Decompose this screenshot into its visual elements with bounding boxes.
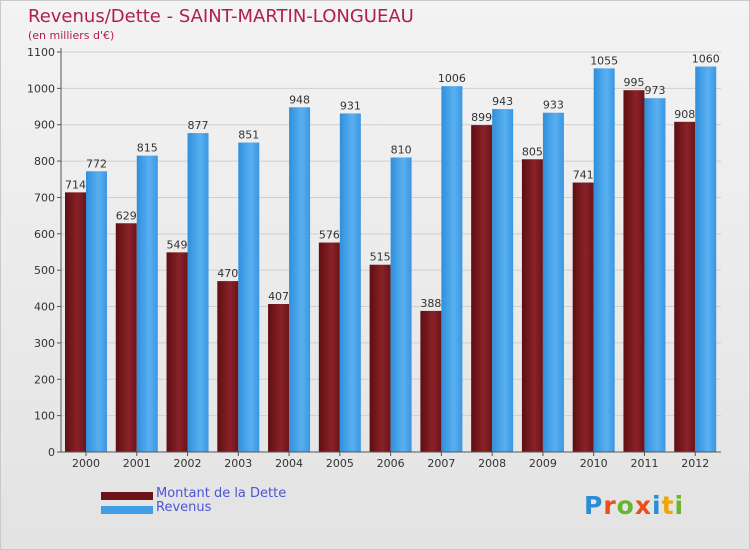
revenus-value-label: 943 xyxy=(492,95,513,108)
debt-value-label: 576 xyxy=(319,229,340,242)
logo-letter: x xyxy=(634,491,652,520)
chart-title: Revenus/Dette - SAINT-MARTIN-LONGUEAU xyxy=(28,6,414,27)
revenus-value-label: 1006 xyxy=(438,72,466,85)
debt-value-label: 407 xyxy=(268,290,289,303)
proxiti-logo: Proxiti xyxy=(584,491,684,520)
debt-value-label: 470 xyxy=(217,267,238,280)
revenus-bar xyxy=(593,68,615,452)
x-tick-label: 2008 xyxy=(478,457,506,470)
y-tick-label: 400 xyxy=(34,301,55,314)
debt-value-label: 805 xyxy=(522,145,543,158)
y-tick-label: 900 xyxy=(34,119,55,132)
logo-letter: r xyxy=(603,491,617,520)
y-tick-label: 100 xyxy=(34,410,55,423)
y-tick-label: 200 xyxy=(34,373,55,386)
revenus-bar xyxy=(492,109,514,452)
debt-bar xyxy=(65,192,86,452)
y-tick-label: 700 xyxy=(34,191,55,204)
debt-value-label: 549 xyxy=(167,238,188,251)
y-tick-label: 1000 xyxy=(27,82,55,95)
revenus-value-label: 931 xyxy=(340,99,361,112)
y-tick-label: 800 xyxy=(34,155,55,168)
revenus-bar xyxy=(238,142,260,452)
x-tick-label: 2011 xyxy=(630,457,658,470)
revenus-value-label: 933 xyxy=(543,99,564,112)
legend-label-revenus: Revenus xyxy=(156,500,212,515)
debt-bar xyxy=(471,125,493,452)
revenus-bar xyxy=(441,86,463,452)
debt-bar xyxy=(268,304,290,452)
revenus-bar xyxy=(86,171,107,453)
debt-value-label: 995 xyxy=(623,76,644,89)
revenus-bar xyxy=(695,66,717,452)
revenus-value-label: 815 xyxy=(137,142,158,155)
debt-value-label: 908 xyxy=(674,108,695,121)
debt-value-label: 629 xyxy=(116,209,137,222)
x-tick-label: 2005 xyxy=(326,457,354,470)
x-tick-label: 2002 xyxy=(174,457,202,470)
x-tick-label: 2007 xyxy=(427,457,455,470)
revenus-value-label: 1055 xyxy=(590,54,618,67)
revenus-bar xyxy=(136,155,158,453)
revenus-bar xyxy=(339,113,361,453)
logo-letter: i xyxy=(674,491,685,520)
chart-subtitle: (en milliers d'€) xyxy=(28,29,115,42)
revenus-bar xyxy=(644,98,666,452)
revenus-value-label: 973 xyxy=(644,84,665,97)
revenus-value-label: 877 xyxy=(188,119,209,132)
y-tick-label: 0 xyxy=(48,446,55,459)
legend-label-debt: Montant de la Dette xyxy=(156,486,287,501)
logo-letter: P xyxy=(584,491,604,520)
x-tick-label: 2010 xyxy=(580,457,608,470)
debt-bar xyxy=(674,121,696,453)
debt-bar xyxy=(217,281,239,452)
revenus-bar xyxy=(187,133,209,452)
legend-swatch-revenus xyxy=(101,506,153,514)
revenus-value-label: 772 xyxy=(86,157,107,170)
debt-bar xyxy=(623,90,645,452)
debt-value-label: 515 xyxy=(370,251,391,264)
debt-bar xyxy=(572,182,594,452)
revenus-value-label: 851 xyxy=(238,129,259,142)
x-tick-label: 2000 xyxy=(72,457,100,470)
revenus-value-label: 948 xyxy=(289,93,310,106)
revenus-value-label: 810 xyxy=(391,143,412,156)
revenus-bar xyxy=(289,107,311,452)
x-tick-label: 2006 xyxy=(377,457,405,470)
legend-swatch-debt xyxy=(101,492,153,500)
y-tick-label: 300 xyxy=(34,337,55,350)
debt-bar xyxy=(318,242,340,452)
logo-letter: i xyxy=(652,491,662,520)
debt-bar xyxy=(521,159,543,453)
revenus-bar xyxy=(542,112,564,453)
debt-bar xyxy=(166,252,188,452)
debt-bar xyxy=(420,310,442,452)
y-tick-label: 1100 xyxy=(27,46,55,59)
debt-value-label: 714 xyxy=(65,178,86,191)
logo-letter: t xyxy=(661,491,675,520)
logo-letter: o xyxy=(616,491,635,520)
x-tick-label: 2012 xyxy=(681,457,709,470)
revenus-bar xyxy=(390,157,412,453)
debt-bar xyxy=(115,223,137,452)
x-tick-label: 2001 xyxy=(123,457,151,470)
debt-bar xyxy=(369,264,391,452)
x-tick-label: 2004 xyxy=(275,457,303,470)
y-tick-label: 600 xyxy=(34,228,55,241)
x-tick-label: 2009 xyxy=(529,457,557,470)
debt-value-label: 741 xyxy=(573,169,594,182)
debt-value-label: 388 xyxy=(420,297,441,310)
revenus-value-label: 1060 xyxy=(692,53,720,66)
debt-value-label: 899 xyxy=(471,111,492,124)
x-tick-label: 2003 xyxy=(224,457,252,470)
y-tick-label: 500 xyxy=(34,264,55,277)
